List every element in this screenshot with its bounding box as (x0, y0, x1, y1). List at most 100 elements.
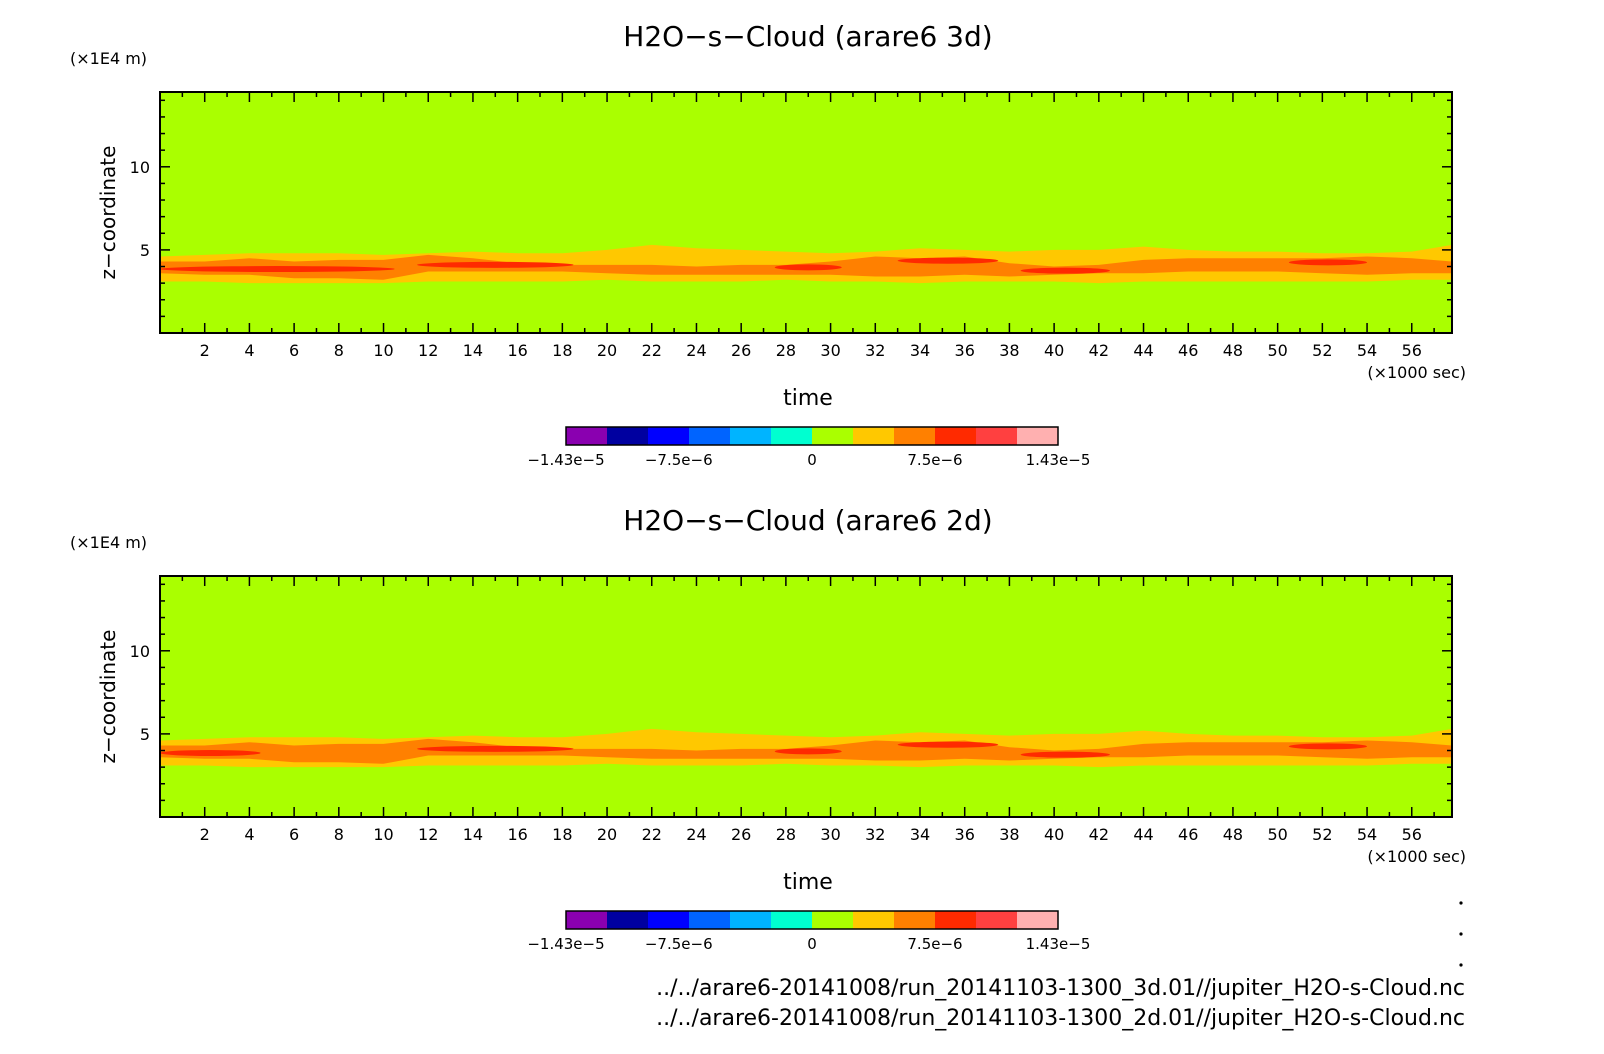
colorbar-label: 7.5e−6 (907, 451, 962, 469)
x-tick-label: 22 (642, 341, 662, 360)
margin-dot (1459, 901, 1463, 905)
colorbar-label: 1.43e−5 (1026, 451, 1091, 469)
y-unit-label: (×1E4 m) (70, 533, 147, 552)
x-tick-label: 20 (597, 341, 617, 360)
colorbar-swatch (853, 911, 895, 929)
colorbar-label: 0 (807, 935, 817, 953)
x-tick-label: 38 (999, 825, 1019, 844)
colorbar-swatch (730, 911, 772, 929)
x-tick-label: 34 (910, 825, 930, 844)
colorbar-swatch (853, 427, 895, 445)
colorbar-swatch (566, 911, 608, 929)
colorbar-swatch (648, 911, 690, 929)
colorbar-label: 0 (807, 451, 817, 469)
plot-area (160, 576, 1452, 817)
chart-panel-2d: H2O−s−Cloud (arare6 2d)(×1E4 m)2 4 6 8 10 12 1… (70, 504, 1466, 953)
colorbar-label: 7.5e−6 (907, 935, 962, 953)
x-tick-label: 2 (200, 825, 210, 844)
x-tick-label: 40 (1044, 341, 1064, 360)
x-tick-label: 2 (200, 341, 210, 360)
cloud-core-red (774, 264, 842, 271)
source-file-3d: ../../arare6-20141008/run_20141103-1300_… (656, 976, 1465, 1001)
cloud-core-red (1020, 751, 1110, 758)
x-tick-label: 26 (731, 825, 751, 844)
colorbar: −1.43e−5 −7.5e−6 0 7.5e−6 1.43e−5 (527, 426, 1091, 469)
colorbar-swatch (771, 911, 813, 929)
chart-panel-3d: H2O−s−Cloud (arare6 3d)(×1E4 m)2 4 6 8 10 12 1… (70, 20, 1466, 469)
x-tick-label: 52 (1312, 341, 1332, 360)
x-tick-label: 54 (1357, 341, 1377, 360)
x-tick-label: 6 (289, 825, 299, 844)
colorbar: −1.43e−5 −7.5e−6 0 7.5e−6 1.43e−5 (527, 910, 1091, 953)
source-file-2d: ../../arare6-20141008/run_20141103-1300_… (656, 1006, 1465, 1031)
x-tick-label: 8 (334, 341, 344, 360)
x-tick-label: 24 (686, 825, 706, 844)
cloud-core-red (417, 745, 574, 752)
colorbar-swatch (894, 911, 936, 929)
x-tick-label: 56 (1402, 341, 1422, 360)
x-tick-label: 14 (463, 341, 483, 360)
x-tick-label: 40 (1044, 825, 1064, 844)
y-axis-label: z−coordinate (96, 630, 120, 764)
x-tick-label: 6 (289, 341, 299, 360)
colorbar-swatch (648, 427, 690, 445)
x-tick-label: 48 (1223, 341, 1243, 360)
x-unit-label: (×1000 sec) (1367, 847, 1466, 866)
cloud-core-red (897, 257, 999, 264)
x-tick-label: 54 (1357, 825, 1377, 844)
x-tick-label: 52 (1312, 825, 1332, 844)
x-tick-label: 12 (418, 341, 438, 360)
x-axis-label: time (783, 870, 833, 895)
x-tick-label: 30 (820, 341, 840, 360)
margin-dot (1459, 963, 1463, 967)
y-unit-label: (×1E4 m) (70, 49, 147, 68)
x-axis-label: time (783, 386, 833, 411)
x-tick-label: 10 (373, 341, 393, 360)
x-tick-label: 44 (1133, 341, 1153, 360)
colorbar-label: 1.43e−5 (1026, 935, 1091, 953)
colorbar-swatch (976, 427, 1018, 445)
x-tick-label: 56 (1402, 825, 1422, 844)
field-background (160, 92, 1452, 333)
field-background (160, 576, 1452, 817)
colorbar-label: −1.43e−5 (527, 451, 604, 469)
colorbar-swatch (812, 911, 854, 929)
margin-dot (1459, 932, 1463, 936)
cloud-core-red (897, 741, 999, 748)
x-tick-label: 26 (731, 341, 751, 360)
x-tick-label: 38 (999, 341, 1019, 360)
colorbar-swatch (1017, 911, 1059, 929)
chart-title: H2O−s−Cloud (arare6 2d) (623, 504, 992, 537)
x-tick-label: 28 (776, 825, 796, 844)
x-tick-label: 16 (507, 825, 527, 844)
x-tick-label: 50 (1267, 341, 1287, 360)
colorbar-swatch (976, 911, 1018, 929)
x-tick-label: 18 (552, 341, 572, 360)
colorbar-swatch (894, 427, 936, 445)
y-tick-label: 10 (130, 642, 150, 661)
cloud-core-red (160, 750, 261, 757)
x-tick-label: 42 (1089, 341, 1109, 360)
plot-frame (159, 91, 1453, 334)
colorbar-swatch (689, 427, 731, 445)
x-tick-label: 30 (820, 825, 840, 844)
cloud-core-red (160, 266, 395, 273)
colorbar-swatch (607, 427, 649, 445)
colorbar-swatch (730, 427, 772, 445)
x-tick-label: 12 (418, 825, 438, 844)
y-tick-label: 5 (140, 725, 150, 744)
x-tick-label: 44 (1133, 825, 1153, 844)
cloud-core-red (774, 748, 842, 755)
colorbar-label: −7.5e−6 (645, 451, 713, 469)
cloud-core-red (1288, 743, 1368, 750)
x-tick-label: 14 (463, 825, 483, 844)
x-tick-label: 24 (686, 341, 706, 360)
x-tick-label: 42 (1089, 825, 1109, 844)
x-tick-label: 32 (865, 341, 885, 360)
colorbar-swatch (935, 427, 977, 445)
colorbar-label: −7.5e−6 (645, 935, 713, 953)
cloud-core-red (417, 261, 574, 268)
cloud-core-red (1020, 267, 1110, 274)
x-tick-label: 20 (597, 825, 617, 844)
